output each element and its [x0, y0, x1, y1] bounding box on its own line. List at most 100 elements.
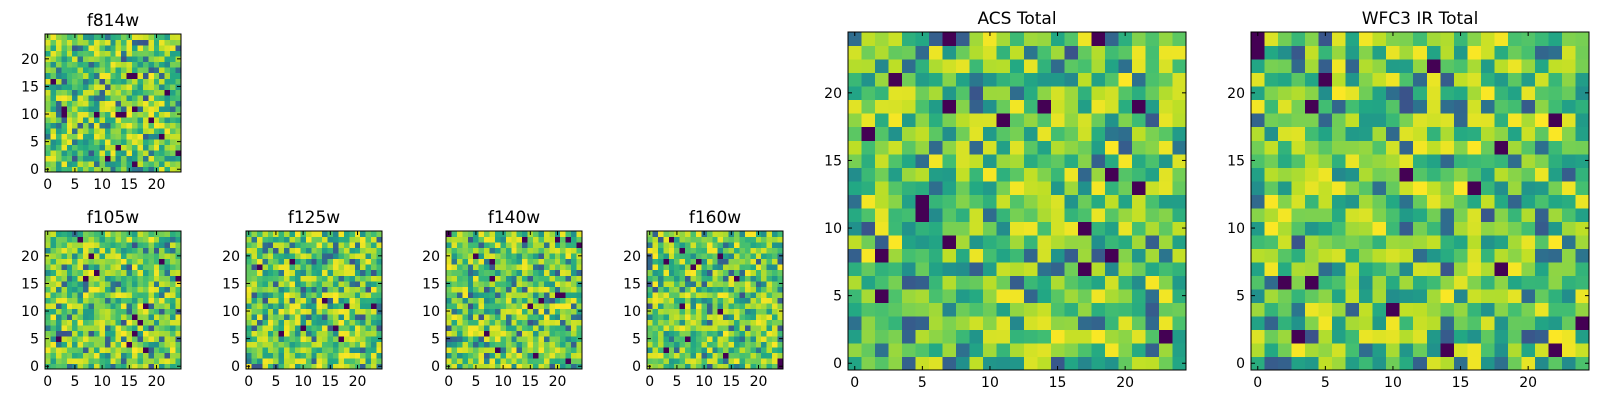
- heatmap-cell: [1534, 221, 1550, 236]
- heatmap-cell: [132, 313, 139, 320]
- heatmap-cell: [777, 330, 784, 337]
- heatmap-cell: [338, 253, 345, 260]
- heatmap-cell: [1077, 248, 1092, 263]
- heatmap-cell: [1345, 207, 1360, 222]
- heatmap-cell: [522, 247, 529, 254]
- heatmap-cell: [66, 330, 73, 337]
- heatmap-cell: [311, 286, 318, 293]
- heatmap-cell: [690, 330, 697, 337]
- heatmap-cell: [289, 313, 296, 320]
- heatmap-cell: [929, 288, 944, 303]
- heatmap-cell: [1172, 261, 1187, 276]
- heatmap-cell: [1575, 59, 1590, 74]
- heatmap-cell: [148, 127, 155, 134]
- heatmap-cell: [376, 302, 383, 309]
- heatmap-cell: [1131, 342, 1147, 358]
- heatmap-cell: [456, 264, 463, 271]
- heatmap-cell: [996, 207, 1011, 222]
- heatmap-cell: [66, 155, 73, 162]
- heatmap-cell: [1548, 248, 1563, 263]
- heatmap-cell: [99, 89, 106, 96]
- heatmap-cell: [1278, 248, 1293, 263]
- heatmap-cell: [902, 288, 917, 303]
- heatmap-cell: [1023, 234, 1038, 249]
- heatmap-cell: [316, 313, 323, 320]
- heatmap-cell: [132, 236, 139, 243]
- heatmap-cell: [888, 86, 903, 101]
- heatmap-cell: [327, 297, 334, 304]
- heatmap-cell: [1118, 153, 1133, 168]
- heatmap-cell: [104, 83, 111, 90]
- heatmap-cell: [1251, 59, 1266, 74]
- heatmap-cell: [538, 324, 545, 331]
- heatmap-cell: [110, 34, 117, 41]
- heatmap-cell: [153, 67, 160, 74]
- heatmap-cell: [55, 324, 62, 331]
- heatmap-cell: [690, 324, 697, 331]
- heatmap-cell: [1050, 180, 1065, 195]
- heatmap-cell: [1118, 356, 1133, 371]
- heatmap-cell: [734, 352, 741, 359]
- heatmap-cell: [543, 352, 550, 359]
- heatmap-cell: [115, 264, 122, 271]
- heatmap-cell: [1251, 99, 1266, 114]
- heatmap-cell: [1291, 329, 1306, 344]
- heatmap-cell: [1158, 248, 1174, 263]
- heatmap-cell: [744, 264, 751, 271]
- heatmap-cell: [929, 126, 944, 141]
- heatmap-cell: [861, 180, 876, 195]
- heatmap-cell: [343, 269, 350, 276]
- heatmap-cell: [354, 330, 361, 337]
- heatmap-cell: [668, 335, 675, 342]
- heatmap-cell: [701, 286, 708, 293]
- heatmap-cell: [126, 357, 133, 365]
- heatmap-cell: [153, 253, 160, 260]
- heatmap-cell: [478, 335, 485, 342]
- heatmap-cell: [1251, 288, 1266, 303]
- heatmap-cell: [1480, 86, 1495, 101]
- heatmap-cell: [728, 269, 735, 276]
- heatmap-cell: [1332, 32, 1347, 47]
- heatmap-cell: [1037, 302, 1052, 317]
- heatmap-cell: [305, 357, 312, 365]
- heatmap-cell: [137, 330, 144, 337]
- heatmap-cell: [170, 39, 177, 46]
- heatmap-cell: [338, 291, 345, 298]
- heatmap-cell: [88, 242, 95, 249]
- heatmap-cell: [170, 346, 177, 354]
- heatmap-cell: [142, 247, 149, 254]
- heatmap-cell: [1372, 248, 1387, 263]
- heatmap-cell: [527, 247, 534, 254]
- heatmap-cell: [576, 286, 583, 293]
- heatmap-cell: [1264, 126, 1279, 141]
- heatmap-cell: [1453, 180, 1468, 195]
- heatmap-cell: [1251, 329, 1266, 344]
- heatmap-cell: [50, 313, 57, 320]
- heatmap-cell: [750, 302, 757, 309]
- heatmap-cell: [343, 324, 350, 331]
- heatmap-cell: [99, 144, 106, 151]
- heatmap-cell: [371, 280, 378, 287]
- heatmap-cell: [110, 67, 117, 74]
- heatmap-cell: [1494, 140, 1509, 155]
- heatmap-cell: [45, 324, 52, 331]
- heatmap-cell: [251, 308, 258, 315]
- heatmap-cell: [251, 236, 258, 243]
- heatmap-cell: [55, 308, 62, 315]
- heatmap-cell: [674, 357, 681, 365]
- heatmap-cell: [690, 236, 697, 243]
- heatmap-cell: [462, 236, 469, 243]
- heatmap-cell: [516, 236, 523, 243]
- heatmap-cell: [902, 113, 917, 128]
- heatmap-cell: [142, 78, 149, 85]
- heatmap-cell: [159, 286, 166, 293]
- heatmap-cell: [142, 94, 149, 101]
- heatmap-cell: [164, 94, 171, 101]
- y-tick-label: 10: [422, 304, 440, 320]
- heatmap-cell: [137, 302, 144, 309]
- heatmap-cell: [278, 313, 285, 320]
- heatmap-cell: [1172, 180, 1187, 195]
- heatmap-cell: [663, 236, 670, 243]
- heatmap-cell: [456, 319, 463, 326]
- heatmap-cell: [1548, 59, 1563, 74]
